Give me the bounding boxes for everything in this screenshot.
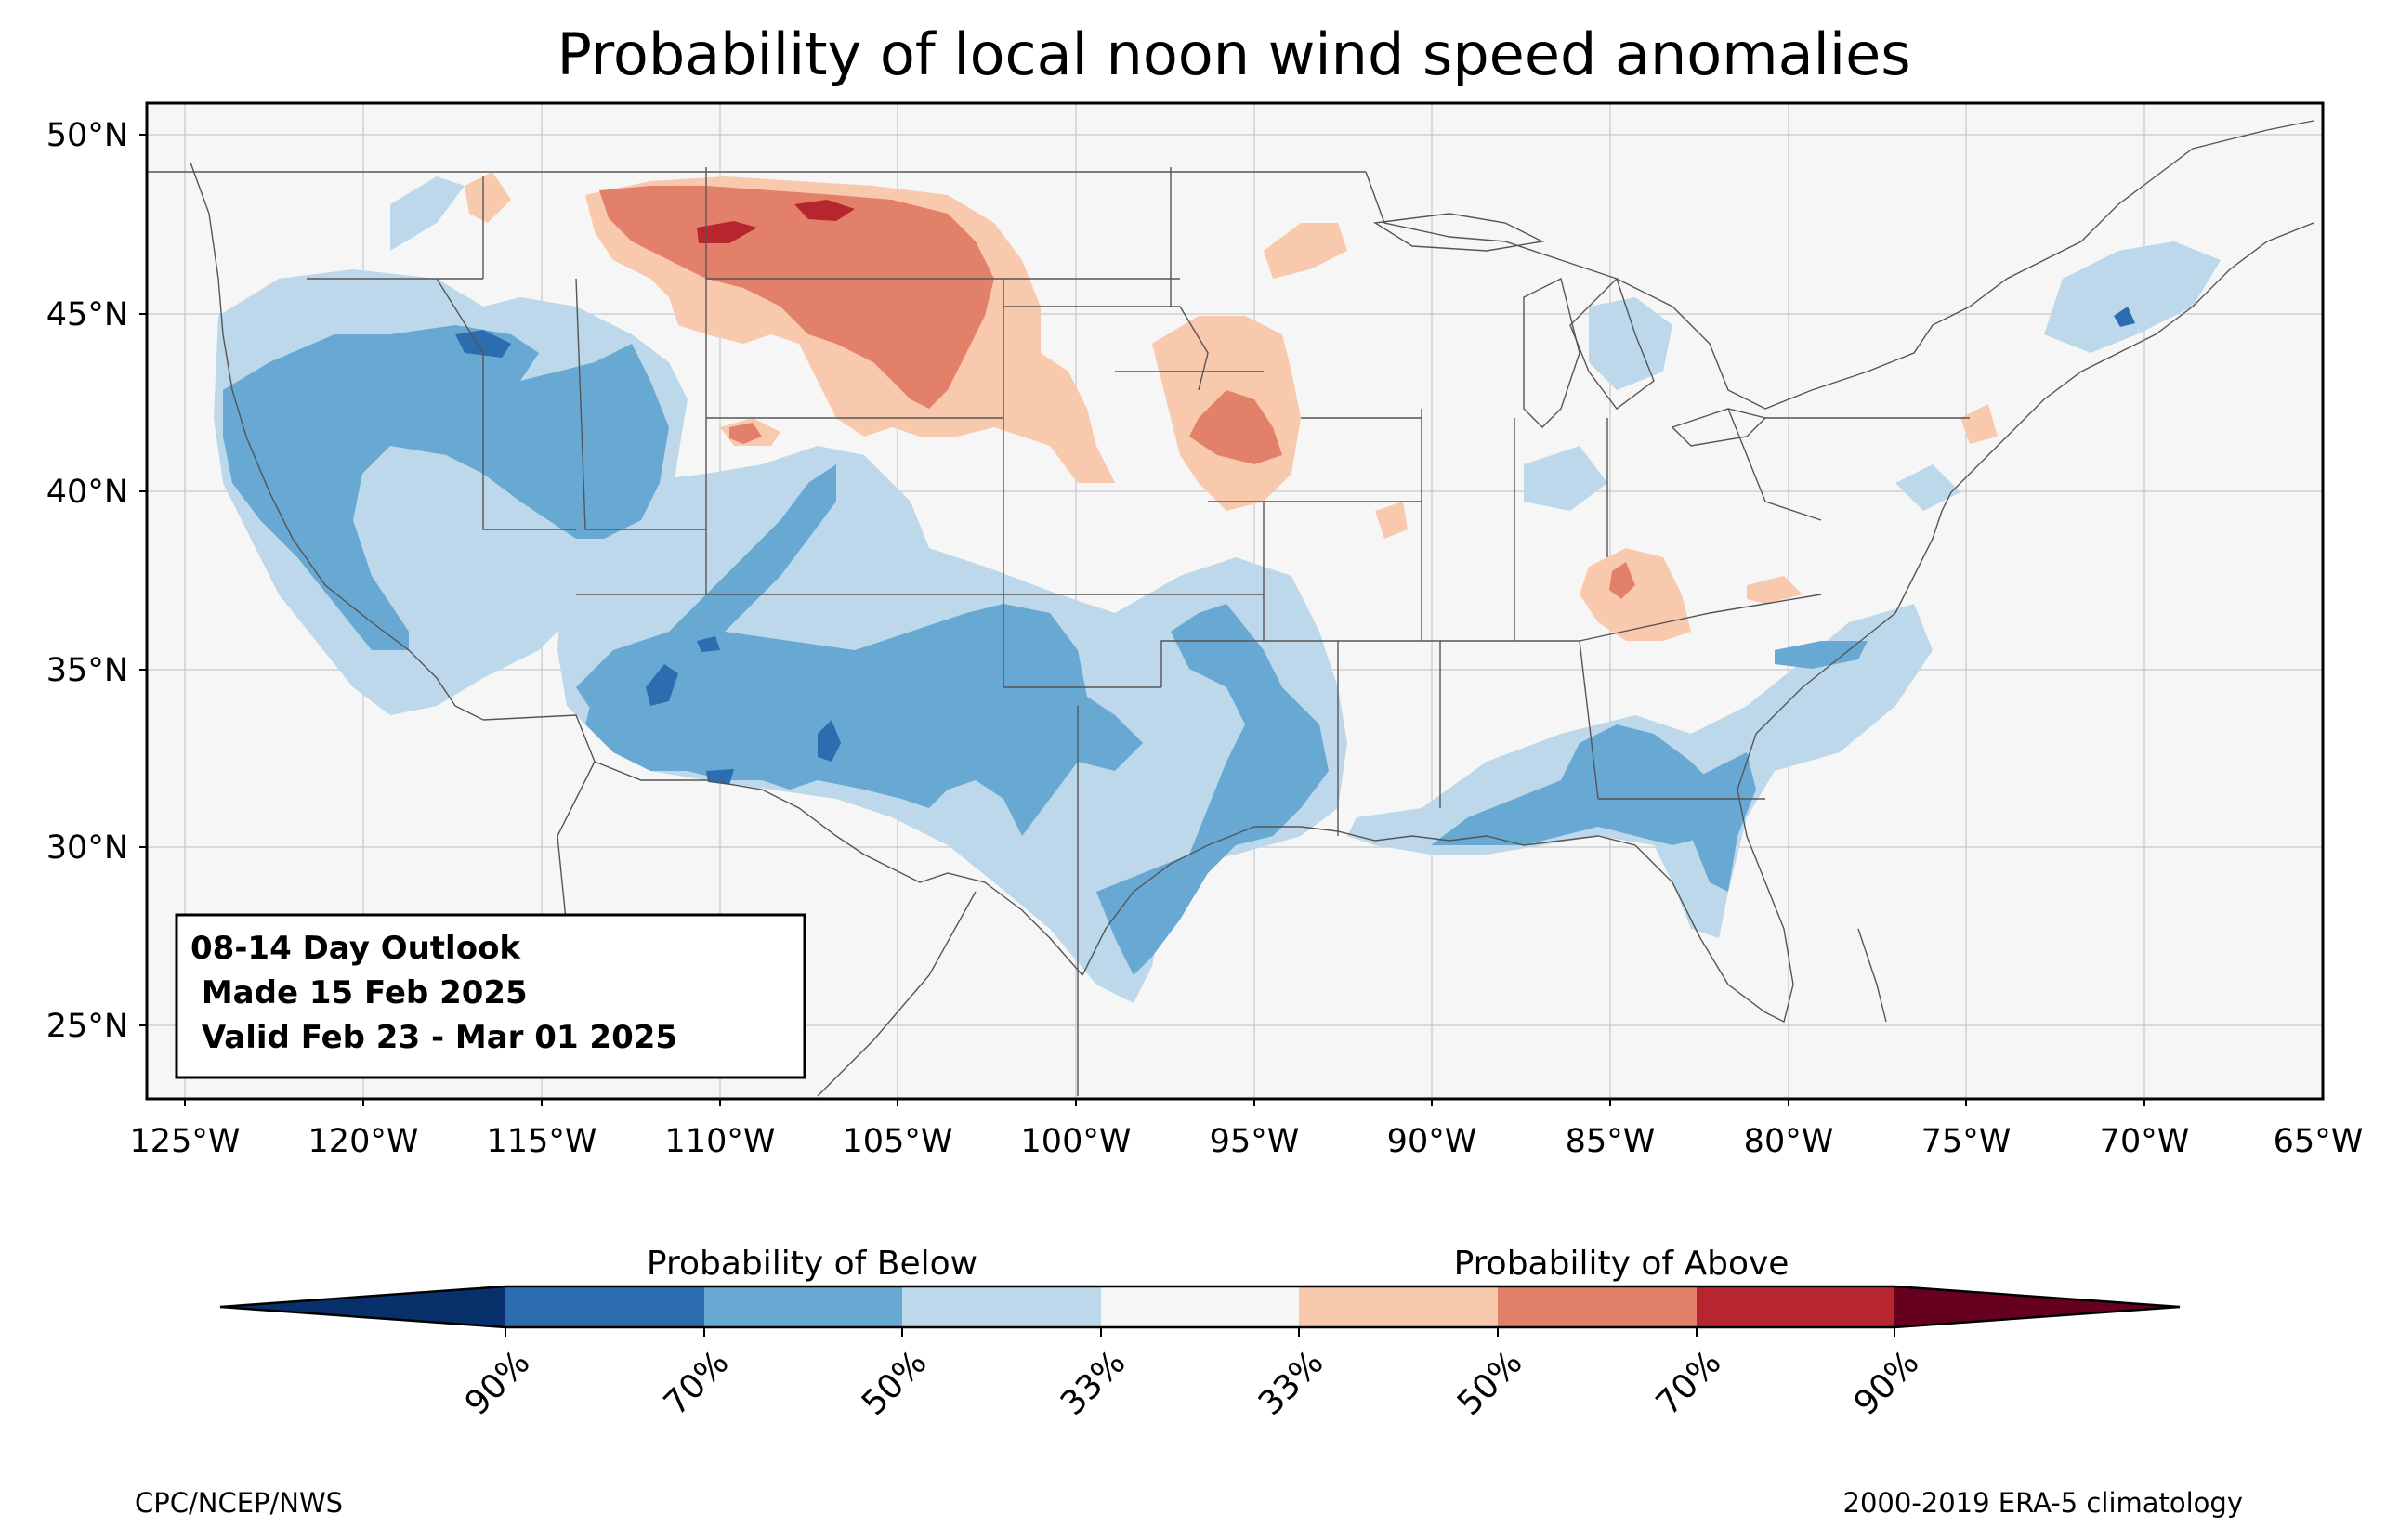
colorbar-tick-label: 33% — [1252, 1343, 1331, 1423]
outlook-title: 08-14 Day Outlook — [190, 930, 521, 967]
lon-tick-label: 125°W — [130, 1123, 241, 1160]
colorbar-tick-label: 90% — [458, 1343, 538, 1423]
colorbar-tick-label: 70% — [1649, 1343, 1729, 1423]
colorbar-tick-label: 90% — [1847, 1343, 1927, 1423]
colorbar-ticks: 90% 70% 50% 33% 33% 50% 70% 90% — [458, 1327, 1927, 1423]
lat-tick-label: 40°N — [46, 474, 128, 511]
below-70-90-regions — [455, 307, 2135, 785]
lat-tick-label: 35°N — [46, 652, 128, 689]
credit-right: 2000-2019 ERA-5 climatology — [1843, 1487, 2243, 1519]
lat-tick-label: 30°N — [46, 829, 128, 867]
colorbar: Probability of Below Probability of Abov… — [219, 1245, 2181, 1423]
lon-tick-label: 110°W — [665, 1123, 776, 1160]
colorbar-segment — [1697, 1286, 1894, 1327]
colorbar-tick-label: 50% — [855, 1343, 935, 1423]
colorbar-below-label: Probability of Below — [647, 1245, 977, 1283]
outlook-box: 08-14 Day Outlook Made 15 Feb 2025 Valid… — [175, 913, 806, 1079]
lon-tick-label: 65°W — [2274, 1123, 2364, 1160]
lon-tick-label: 100°W — [1021, 1123, 1132, 1160]
lon-tick-label: 80°W — [1744, 1123, 1834, 1160]
credit-left: CPC/NCEP/NWS — [135, 1487, 343, 1519]
colorbar-tick-label: 70% — [657, 1343, 737, 1423]
colorbar-tick-label: 33% — [1054, 1343, 1134, 1423]
lon-axis: 125°W 120°W 115°W 110°W 105°W 100°W 95°W… — [130, 1099, 2364, 1160]
above-70-90-regions — [697, 200, 855, 243]
map-title: Probability of local noon wind speed ano… — [557, 20, 1910, 88]
lon-tick-label: 115°W — [487, 1123, 597, 1160]
colorbar-segment — [1894, 1286, 2180, 1327]
colorbar-segment — [1299, 1286, 1498, 1327]
colorbar-segments — [219, 1285, 2181, 1329]
above-50-70-regions — [599, 186, 1635, 599]
colorbar-segment — [704, 1286, 902, 1327]
colorbar-above-label: Probability of Above — [1454, 1245, 1790, 1283]
lon-tick-label: 75°W — [1921, 1123, 2012, 1160]
colorbar-segment — [220, 1286, 505, 1327]
colorbar-segment — [1498, 1286, 1697, 1327]
lat-tick-label: 25°N — [46, 1008, 128, 1045]
lat-tick-label: 45°N — [46, 296, 128, 333]
map-frame — [145, 101, 2325, 1101]
outlook-made-date: Made 15 Feb 2025 — [190, 974, 528, 1011]
colorbar-segment — [505, 1286, 704, 1327]
outlook-box-frame — [175, 913, 806, 1079]
lon-tick-label: 85°W — [1566, 1123, 1656, 1160]
lat-axis: 50°N 45°N 40°N 35°N 30°N 25°N — [46, 117, 147, 1045]
colorbar-segment — [1101, 1286, 1299, 1327]
colorbar-segment — [902, 1286, 1101, 1327]
lat-tick-label: 50°N — [46, 117, 128, 154]
lon-tick-label: 105°W — [843, 1123, 953, 1160]
colorbar-tick-label: 50% — [1450, 1343, 1530, 1423]
borders — [147, 120, 2314, 1097]
lon-tick-label: 120°W — [308, 1123, 419, 1160]
outlook-valid-dates: Valid Feb 23 - Mar 01 2025 — [190, 1019, 677, 1056]
lon-tick-label: 90°W — [1387, 1123, 1477, 1160]
lon-tick-label: 95°W — [1210, 1123, 1300, 1160]
lon-tick-label: 70°W — [2100, 1123, 2190, 1160]
map-area: 08-14 Day Outlook Made 15 Feb 2025 Valid… — [145, 101, 2325, 1101]
